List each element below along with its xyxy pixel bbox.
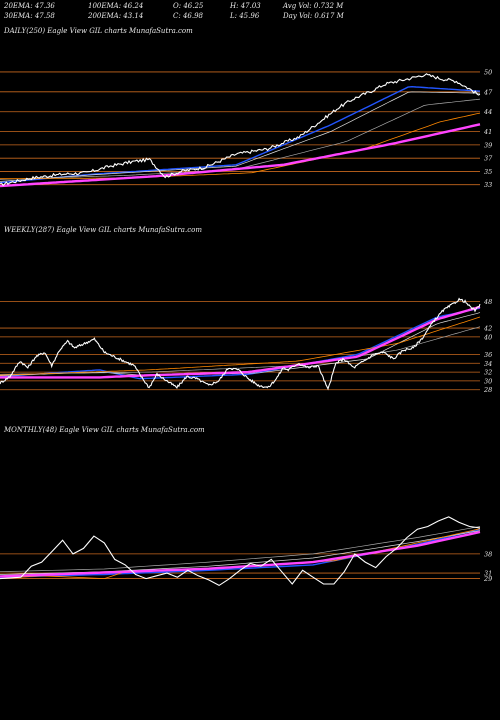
ema-line-3 (0, 326, 481, 375)
ema-line-5 (0, 305, 481, 379)
y-tick-label: 48 (483, 298, 492, 306)
stat-day-vol: Day Vol: 0.617 M (283, 12, 344, 20)
y-tick-label: 37 (484, 155, 493, 163)
y-tick-label: 34 (484, 360, 492, 368)
y-tick-label: 29 (483, 575, 492, 583)
price-line (0, 297, 481, 391)
ema-line-2 (0, 91, 481, 182)
monthly-chart-title: MONTHLY(48) Eagle View GIL charts Munafa… (4, 426, 205, 434)
stat-open: O: 46.25 (173, 2, 204, 10)
stat-high: H: 47.03 (230, 2, 261, 10)
y-tick-label: 31 (484, 570, 492, 578)
stat-low: L: 45.96 (230, 12, 260, 20)
stat-avg-vol: Avg Vol: 0.732 M (283, 2, 344, 10)
ema-line-3 (0, 526, 481, 573)
y-tick-label: 35 (484, 168, 492, 176)
y-tick-label: 39 (484, 141, 492, 149)
stat-close: C: 46.98 (173, 12, 203, 20)
ema-line-4 (0, 316, 481, 376)
stat-30ema: 30EMA: 47.58 (4, 12, 55, 20)
y-tick-label: 30 (484, 377, 492, 385)
ema-line-5 (0, 530, 481, 578)
y-tick-label: 32 (484, 369, 492, 377)
ema-line-1 (0, 307, 481, 380)
price-line (0, 73, 481, 187)
ema-line-4 (0, 112, 481, 180)
y-tick-label: 44 (483, 108, 492, 116)
ema-line-1 (0, 85, 481, 184)
y-tick-label: 36 (484, 351, 492, 359)
stat-200ema: 200EMA: 43.14 (88, 12, 144, 20)
stat-100ema: 100EMA: 46.24 (88, 2, 144, 10)
y-tick-label: 33 (484, 181, 492, 189)
y-tick-label: 47 (483, 88, 493, 96)
y-tick-label: 41 (483, 128, 492, 136)
y-tick-label: 40 (483, 333, 492, 341)
ema-line-5 (0, 123, 481, 188)
y-tick-label: 38 (484, 550, 492, 558)
y-tick-label: 28 (483, 386, 492, 394)
stat-20ema: 20EMA: 47.36 (4, 2, 55, 10)
y-tick-label: 42 (483, 325, 492, 333)
daily-chart-title: DAILY(250) Eagle View GIL charts MunafaS… (4, 27, 193, 35)
price-line (0, 516, 481, 587)
weekly-chart-title: WEEKLY(287) Eagle View GIL charts Munafa… (4, 226, 202, 234)
y-tick-label: 50 (484, 68, 492, 76)
